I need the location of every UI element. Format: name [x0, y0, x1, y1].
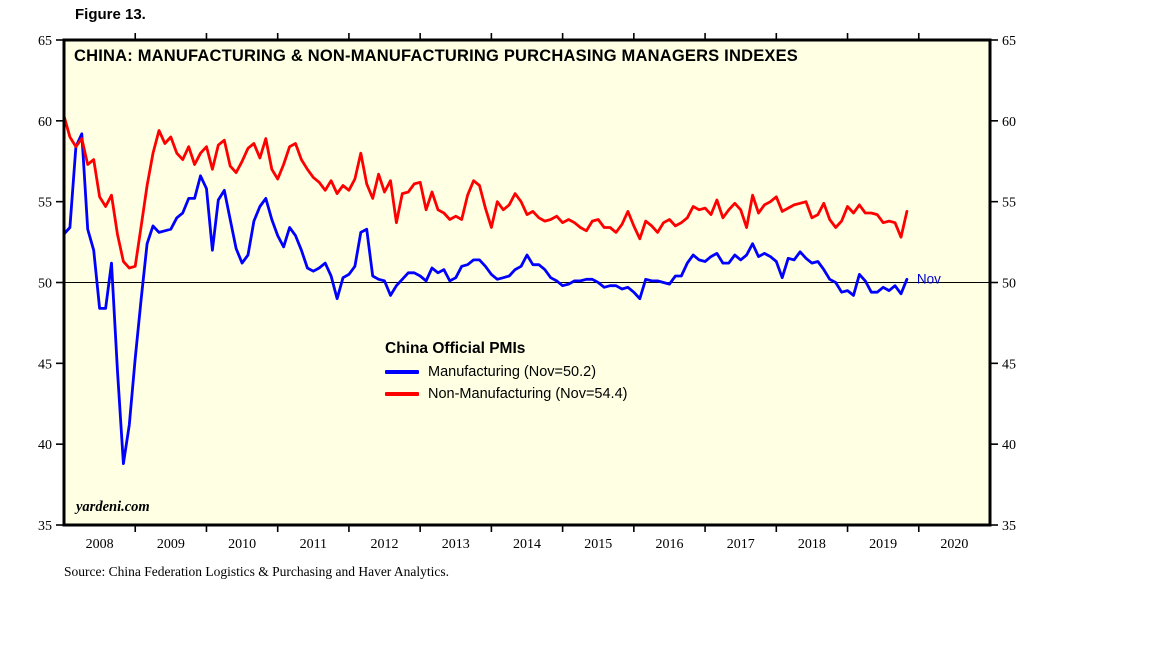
y-axis-label-right: 45 [1002, 357, 1016, 372]
chart-legend: China Official PMIs Manufacturing (Nov=5… [385, 340, 627, 401]
non-manufacturing-line-swatch [385, 391, 419, 396]
x-axis-year-label: 2020 [940, 537, 968, 552]
x-axis-year-label: 2013 [442, 537, 470, 552]
x-axis-year-label: 2019 [869, 537, 897, 552]
y-axis-label-right: 60 [1002, 115, 1016, 130]
y-axis-label-right: 50 [1002, 277, 1016, 292]
y-axis-label-right: 55 [1002, 196, 1016, 211]
y-axis-label-left: 35 [38, 519, 52, 534]
legend-item-manufacturing: Manufacturing (Nov=50.2) [385, 365, 627, 380]
x-axis-year-label: 2011 [300, 537, 327, 552]
legend-label: Manufacturing (Nov=50.2) [428, 364, 597, 380]
y-axis-label-right: 40 [1002, 438, 1016, 453]
x-axis-year-label: 2016 [655, 537, 683, 552]
x-axis-year-label: 2015 [584, 537, 612, 552]
manufacturing-line-swatch [385, 370, 419, 375]
x-axis-year-label: 2008 [86, 537, 114, 552]
x-axis-year-label: 2017 [727, 537, 755, 552]
source-note: Source: China Federation Logistics & Pur… [64, 564, 450, 579]
chart-title: CHINA: MANUFACTURING & NON-MANUFACTURING… [74, 47, 799, 65]
latest-month-annotation: Nov [917, 271, 941, 286]
y-axis-label-left: 45 [38, 357, 52, 372]
y-axis-label-left: 65 [38, 34, 52, 49]
x-axis-year-label: 2018 [798, 537, 826, 552]
y-axis-label-left: 60 [38, 115, 52, 130]
y-axis-label-left: 55 [38, 196, 52, 211]
y-axis-label-left: 40 [38, 438, 52, 453]
y-axis-label-right: 35 [1002, 519, 1016, 534]
legend-item-non-manufacturing: Non-Manufacturing (Nov=54.4) [385, 385, 628, 402]
y-axis-label-left: 50 [38, 277, 52, 292]
watermark-yardeni: yardeni.com [76, 499, 150, 515]
y-axis-label-right: 65 [1002, 34, 1016, 49]
series-line-manufacturing [62, 132, 909, 466]
figure-label: Figure 13. [75, 6, 146, 23]
x-axis-year-label: 2009 [157, 537, 185, 552]
legend-label: Non-Manufacturing (Nov=54.4) [428, 385, 628, 402]
legend-heading: China Official PMIs [385, 340, 526, 357]
series-line-non-manufacturing [62, 114, 909, 270]
x-axis-year-label: 2014 [513, 537, 541, 552]
x-axis-year-label: 2010 [228, 537, 256, 552]
x-axis-year-label: 2012 [371, 537, 399, 552]
